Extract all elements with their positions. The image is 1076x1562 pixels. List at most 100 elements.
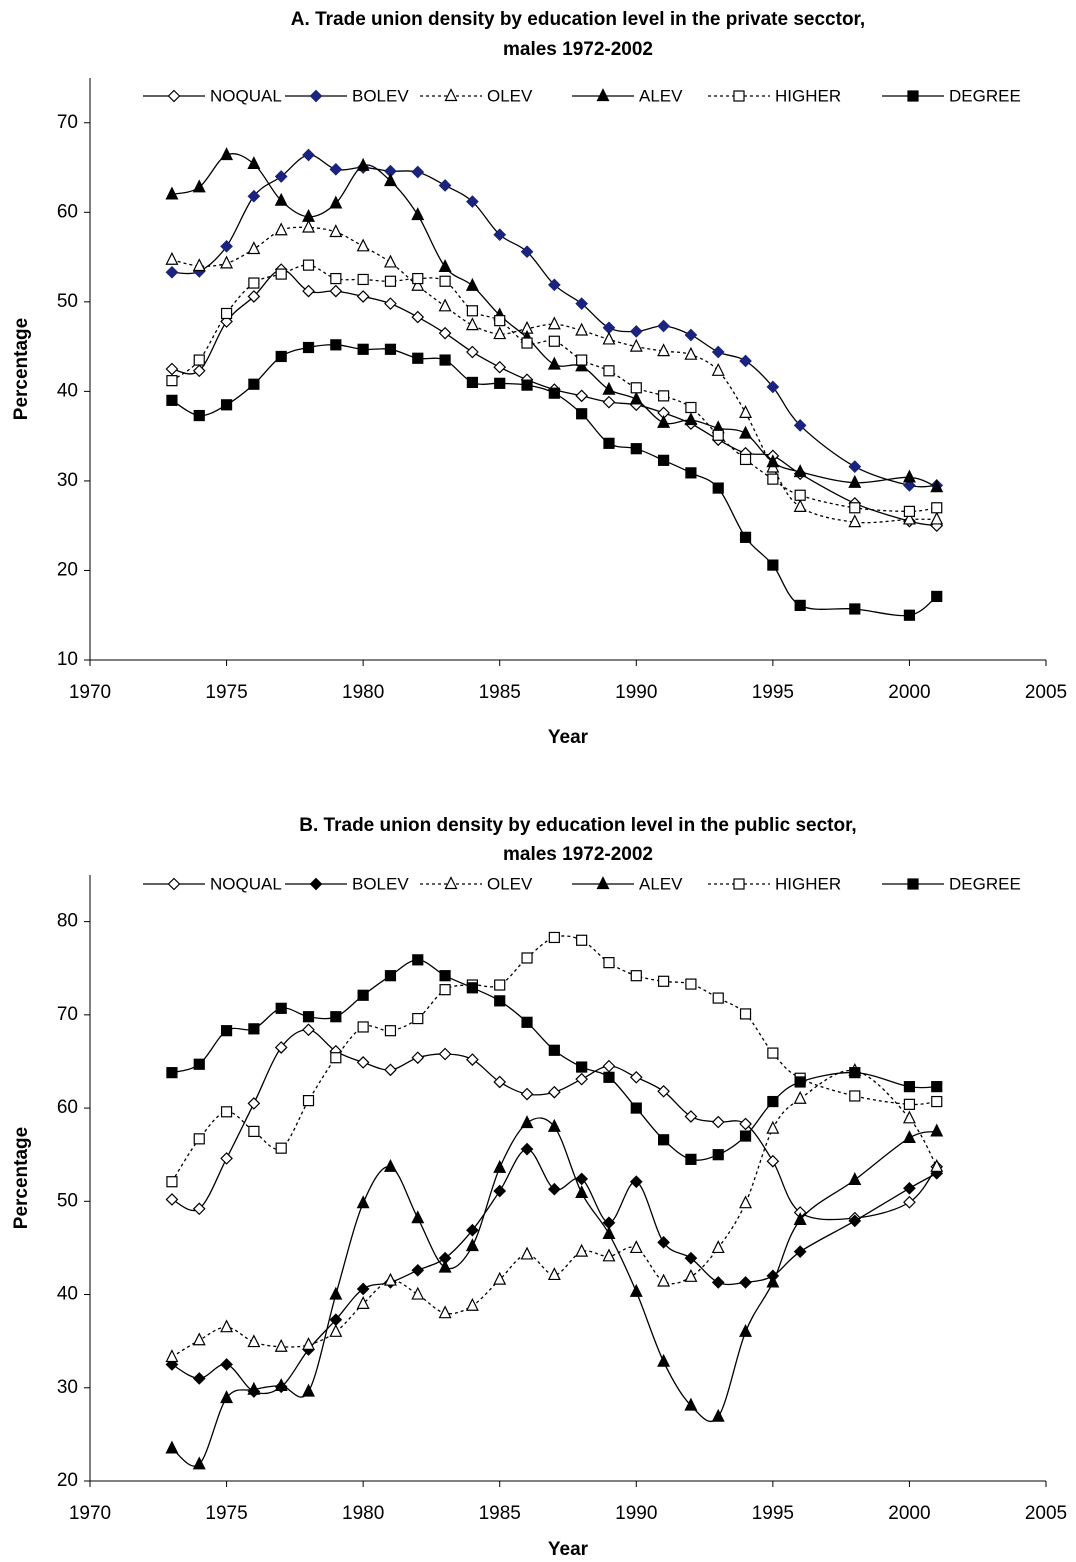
marker: [247, 290, 261, 303]
marker: [629, 1240, 643, 1254]
legend-label: HIGHER: [775, 86, 841, 105]
x-tick-label: 1985: [479, 1503, 521, 1524]
marker: [274, 170, 288, 183]
marker: [384, 275, 397, 287]
marker: [739, 1323, 753, 1337]
marker: [248, 378, 260, 390]
marker: [739, 531, 752, 543]
marker: [684, 346, 698, 360]
marker: [575, 1185, 589, 1199]
x-tick-label: 1975: [205, 1503, 247, 1524]
marker: [493, 1184, 507, 1198]
marker: [547, 278, 561, 292]
x-axis-label: Year: [548, 1539, 589, 1560]
x-tick-label: 1985: [479, 682, 521, 703]
marker: [684, 1110, 698, 1123]
marker: [247, 156, 261, 170]
marker: [193, 409, 205, 422]
legend-label: OLEV: [487, 86, 533, 105]
marker: [274, 192, 288, 206]
marker: [220, 307, 233, 320]
marker: [192, 179, 206, 193]
x-tick-label: 1975: [205, 682, 247, 703]
marker: [766, 380, 780, 394]
marker: [220, 1319, 234, 1333]
marker: [384, 343, 397, 355]
x-tick-label: 1970: [69, 682, 111, 703]
y-tick-label: 20: [57, 559, 78, 580]
marker: [165, 265, 179, 279]
marker: [356, 1195, 370, 1209]
marker: [439, 354, 451, 366]
marker: [521, 952, 533, 964]
x-axis-label: Year: [548, 727, 589, 748]
marker: [907, 90, 919, 102]
marker: [767, 1095, 779, 1108]
marker: [849, 1090, 861, 1102]
marker: [309, 877, 323, 891]
marker: [411, 277, 425, 291]
marker: [739, 425, 753, 439]
marker: [657, 1134, 670, 1146]
chart-title: A. Trade union density by education leve…: [291, 9, 865, 30]
marker: [793, 464, 807, 478]
marker: [903, 609, 916, 621]
marker: [739, 1130, 752, 1142]
x-tick-label: 2005: [1025, 1503, 1067, 1524]
marker: [712, 1149, 724, 1161]
marker: [493, 360, 507, 374]
marker: [711, 1408, 725, 1422]
marker: [356, 1056, 370, 1069]
marker: [733, 90, 745, 102]
marker: [657, 1235, 670, 1249]
marker: [712, 482, 724, 494]
marker: [248, 1023, 260, 1035]
marker: [848, 514, 862, 528]
marker: [685, 978, 697, 990]
marker: [329, 195, 343, 209]
marker: [384, 297, 397, 310]
marker: [167, 877, 181, 891]
marker: [220, 1152, 233, 1165]
marker: [575, 1072, 589, 1086]
marker: [520, 1115, 534, 1129]
marker: [383, 254, 397, 268]
marker: [684, 1397, 698, 1411]
marker: [247, 1334, 261, 1348]
marker: [165, 186, 179, 200]
marker: [309, 89, 323, 103]
marker: [330, 1052, 342, 1064]
x-tick-label: 2000: [888, 682, 930, 703]
marker: [711, 1276, 725, 1289]
marker: [547, 1118, 561, 1132]
marker: [383, 1158, 397, 1172]
marker: [902, 511, 916, 525]
marker: [657, 414, 671, 428]
marker: [302, 208, 315, 222]
marker: [739, 1008, 752, 1020]
marker: [520, 1087, 534, 1101]
marker: [793, 1212, 807, 1226]
marker: [220, 1106, 233, 1118]
marker: [848, 1172, 862, 1185]
marker: [383, 173, 397, 187]
marker: [848, 1214, 862, 1228]
marker: [712, 992, 724, 1004]
y-tick-label: 70: [57, 1004, 78, 1025]
marker: [192, 1456, 206, 1470]
marker: [657, 454, 670, 466]
marker: [274, 1378, 288, 1392]
marker: [903, 1195, 916, 1209]
marker: [711, 1240, 725, 1254]
y-tick-label: 60: [57, 201, 78, 222]
marker: [849, 1067, 861, 1079]
marker: [547, 356, 561, 370]
marker: [411, 1210, 425, 1224]
marker: [302, 219, 315, 233]
marker: [438, 1047, 452, 1061]
marker: [220, 1025, 233, 1037]
marker: [521, 1016, 533, 1028]
marker: [329, 162, 343, 176]
y-axis-label: Percentage: [11, 318, 32, 420]
marker: [602, 1059, 616, 1073]
